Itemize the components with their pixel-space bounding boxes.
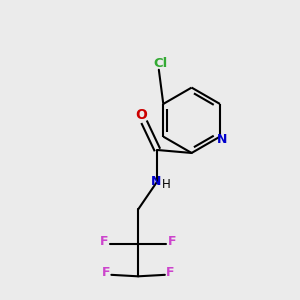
Text: O: O xyxy=(135,108,147,122)
Text: F: F xyxy=(100,235,109,248)
Text: F: F xyxy=(166,266,175,279)
Text: N: N xyxy=(217,133,227,146)
Text: F: F xyxy=(102,266,110,279)
Text: F: F xyxy=(167,235,176,248)
Text: N: N xyxy=(151,175,161,188)
Text: Cl: Cl xyxy=(153,57,167,70)
Text: H: H xyxy=(162,178,171,191)
